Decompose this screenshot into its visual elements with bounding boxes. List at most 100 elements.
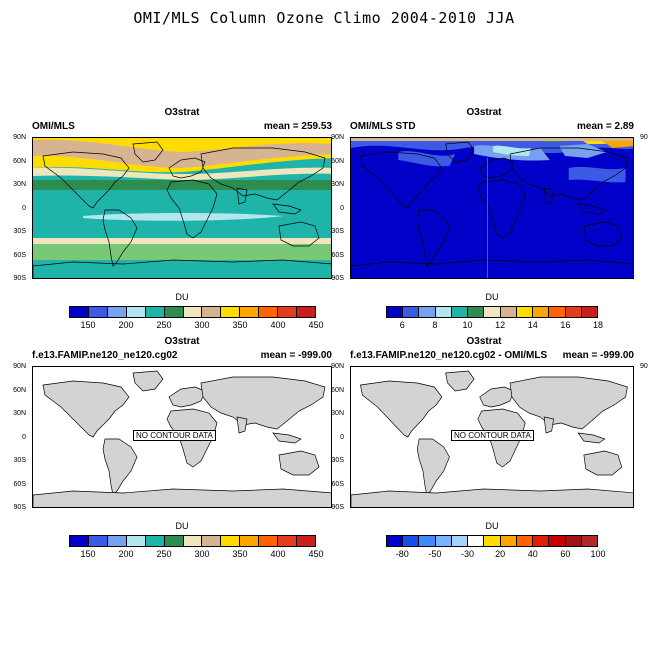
lat-label: 60S [13, 252, 26, 259]
colorbar-labels: 6 8 10 12 14 16 18 [386, 320, 603, 332]
colorbar-tick-label: 250 [156, 320, 172, 330]
panel-famip: O3strat f.e13.FAMIP.ne120_ne120.cg02 mea… [13, 336, 332, 559]
colorbar-tick-label: -80 [395, 549, 409, 559]
colorbar-tick-label: 6 [399, 320, 405, 330]
colorbar-swatch [581, 307, 598, 317]
colorbar-swatch [145, 307, 165, 317]
lat-label: 90N [640, 134, 648, 141]
colorbar-swatch [259, 536, 279, 546]
colorbar-tick-label: 20 [495, 549, 506, 559]
colorbar-swatch [107, 307, 127, 317]
lat-label: 60N [331, 158, 344, 165]
colorbar-swatch [581, 536, 598, 546]
colorbar-swatch [240, 536, 260, 546]
panel-title: O3strat [164, 107, 200, 118]
lat-label: 90N [13, 363, 26, 370]
colorbar-swatch [387, 307, 404, 317]
lat-label: 0 [340, 205, 344, 212]
colorbar-swatch [297, 307, 315, 317]
panel-title: O3strat [466, 107, 502, 118]
colorbar-labels: 150 200 250 300 350 400 450 [69, 549, 323, 561]
colorbar-swatch [565, 307, 582, 317]
lat-label: 60N [13, 158, 26, 165]
colorbar-tick-label: 450 [308, 320, 324, 330]
colorbar-title: DU [485, 521, 499, 531]
colorbar-swatch [70, 536, 89, 546]
colorbar-tick-label: 8 [432, 320, 438, 330]
colorbar-swatch [259, 307, 279, 317]
colorbar-swatch [533, 536, 550, 546]
colorbar-tick-label: 400 [270, 549, 286, 559]
colorbar-swatch [468, 307, 485, 317]
lat-label: 90N [640, 363, 648, 370]
lat-label: 90S [13, 504, 26, 511]
lat-label: 60S [13, 481, 26, 488]
panel-left-label: OMI/MLS STD [350, 121, 416, 132]
colorbar-swatch [183, 536, 203, 546]
colorbar-swatch [240, 307, 260, 317]
colorbar [386, 535, 598, 547]
panel-omi-mls: O3strat OMI/MLS mean = 259.53 90N 60N 30… [13, 107, 332, 330]
map-famip-minus-omi: NO CONTOUR DATA [350, 366, 634, 508]
map-omi-mls-std [350, 137, 634, 279]
colorbar-tick-label: 250 [156, 549, 172, 559]
map-omi-mls [32, 137, 332, 279]
colorbar-swatch [419, 307, 436, 317]
colorbar-tick-label: 400 [270, 320, 286, 330]
lat-label: 60N [13, 387, 26, 394]
colorbar-swatch [451, 536, 469, 546]
main-title: OMI/MLS Column Ozone Climo 2004-2010 JJA [133, 9, 515, 27]
colorbar-swatch [500, 536, 517, 546]
panel-omi-mls-std: O3strat OMI/MLS STD mean = 2.89 90N 90N … [331, 107, 648, 330]
lat-label: 30N [13, 181, 26, 188]
colorbar-swatch [533, 307, 550, 317]
colorbar-tick-label: 10 [462, 320, 473, 330]
colorbar-labels: 150 200 250 300 350 400 450 [69, 320, 323, 332]
colorbar-swatch [451, 307, 469, 317]
colorbar-tick-label: 16 [560, 320, 571, 330]
panel-mean-label: mean = -999.00 [562, 350, 634, 361]
colorbar-swatch [549, 536, 566, 546]
colorbar-swatch [221, 307, 241, 317]
colorbar-tick-label: 40 [527, 549, 538, 559]
lat-label: 30S [13, 228, 26, 235]
colorbar-swatch [419, 536, 436, 546]
colorbar-swatch [126, 536, 146, 546]
panel-left-label: OMI/MLS [32, 121, 75, 132]
colorbar-swatch [297, 536, 315, 546]
colorbar-swatch [126, 307, 146, 317]
colorbar [69, 306, 316, 318]
colorbar-tick-label: 200 [118, 320, 134, 330]
colorbar-tick-label: 150 [80, 549, 96, 559]
colorbar-swatch [107, 536, 127, 546]
colorbar-swatch [403, 307, 420, 317]
colorbar-swatch [221, 536, 241, 546]
lat-label: 0 [22, 205, 26, 212]
lat-label: 30S [331, 457, 344, 464]
colorbar-swatch [164, 536, 184, 546]
colorbar-swatch [484, 307, 501, 317]
colorbar-tick-label: 350 [232, 549, 248, 559]
colorbar-title: DU [175, 521, 189, 531]
no-contour-data-label: NO CONTOUR DATA [133, 430, 216, 441]
lat-label: 90S [331, 275, 344, 282]
lat-label: 60S [331, 252, 344, 259]
colorbar-swatch [403, 536, 420, 546]
colorbar [69, 535, 316, 547]
panel-famip-minus-omi: O3strat f.e13.FAMIP.ne120_ne120.cg02 - O… [331, 336, 648, 559]
panel-title: O3strat [164, 336, 200, 347]
colorbar-swatch [164, 307, 184, 317]
colorbar-tick-label: 18 [592, 320, 604, 330]
lat-label: 30S [13, 457, 26, 464]
colorbar-swatch [387, 536, 404, 546]
colorbar [386, 306, 598, 318]
panel-mean-label: mean = 259.53 [263, 121, 332, 132]
colorbar-swatch [202, 536, 222, 546]
colorbar-tick-label: 12 [495, 320, 506, 330]
lat-label: 90S [13, 275, 26, 282]
colorbar-swatch [88, 307, 108, 317]
lat-label: 90N [13, 134, 26, 141]
colorbar-swatch [565, 536, 582, 546]
colorbar-swatch [549, 307, 566, 317]
colorbar-swatch [70, 307, 89, 317]
